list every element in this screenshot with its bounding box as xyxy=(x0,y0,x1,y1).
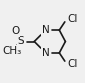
Text: S: S xyxy=(17,37,24,46)
Text: Cl: Cl xyxy=(67,14,77,24)
Text: O: O xyxy=(11,26,19,36)
Text: N: N xyxy=(42,25,50,35)
Text: N: N xyxy=(42,48,50,58)
Text: CH₃: CH₃ xyxy=(2,46,21,56)
Text: Cl: Cl xyxy=(67,59,77,69)
